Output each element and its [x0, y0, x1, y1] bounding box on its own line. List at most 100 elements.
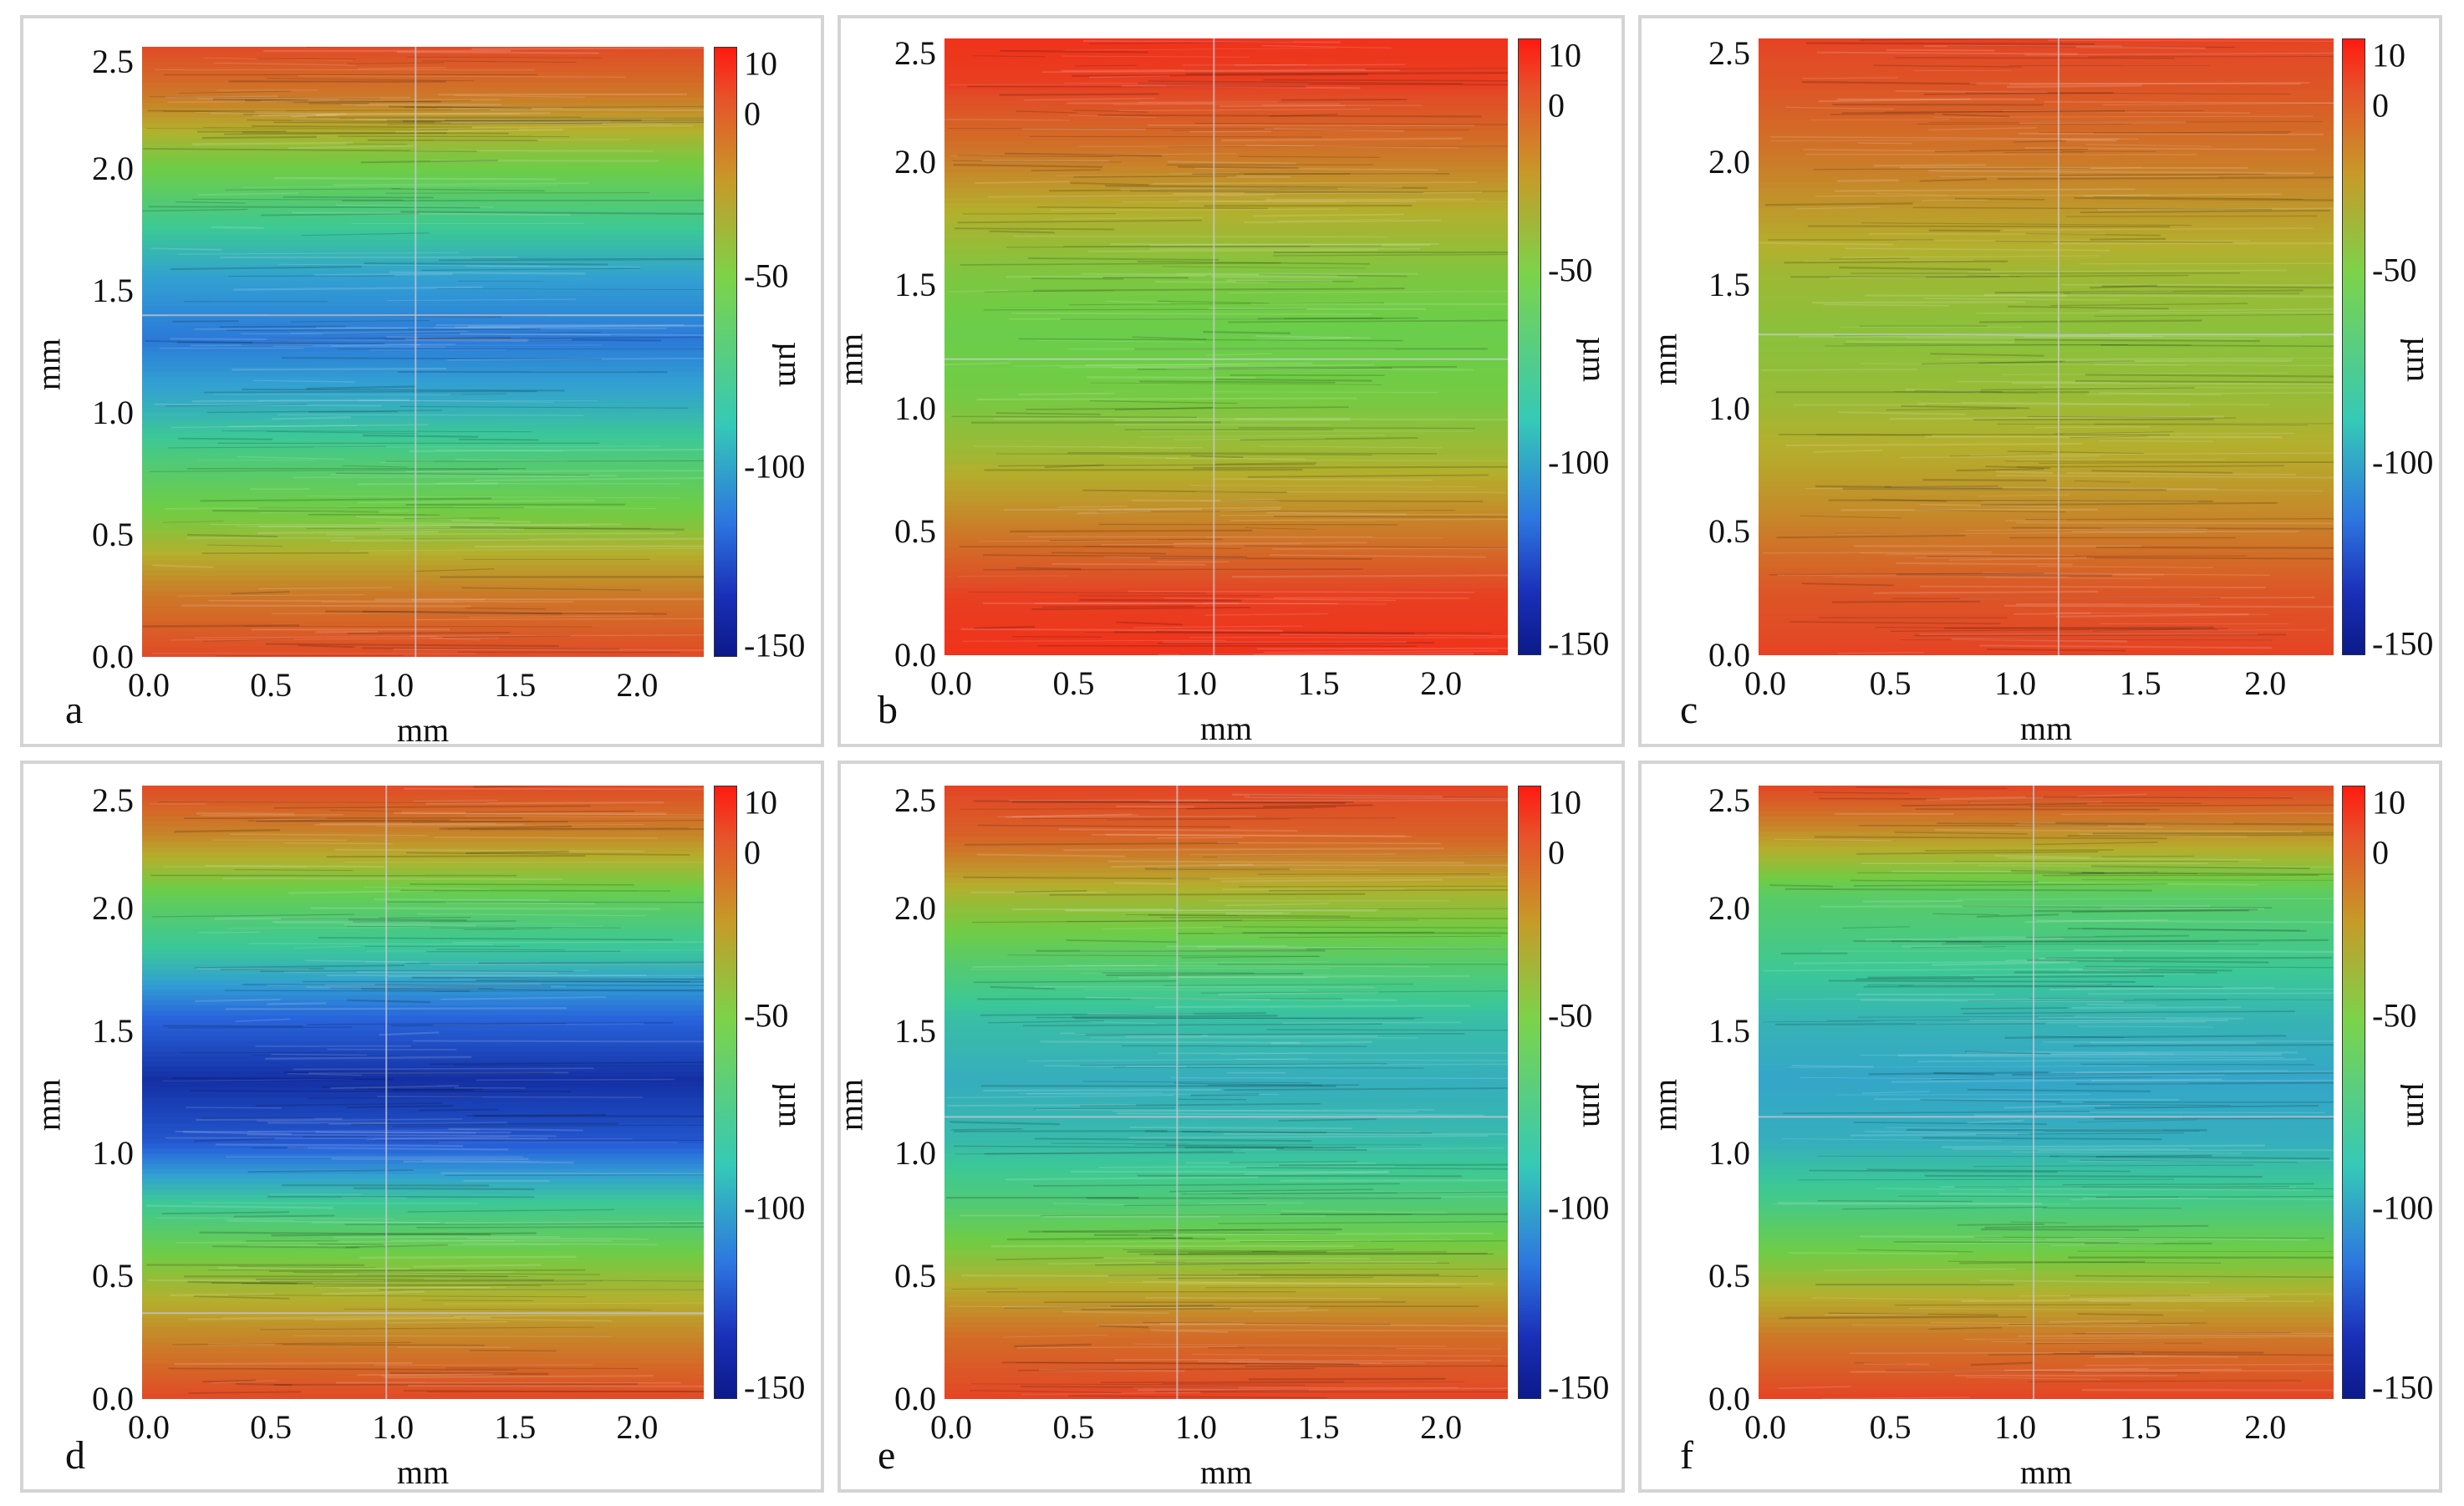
- depth-band: [1759, 1086, 2334, 1093]
- striation: [1769, 135, 2139, 140]
- depth-band: [142, 974, 704, 981]
- striation: [288, 889, 434, 894]
- depth-band: [1759, 577, 2334, 584]
- depth-band: [142, 964, 704, 970]
- striation: [952, 160, 1122, 163]
- depth-band: [944, 786, 1508, 791]
- striation: [1184, 68, 1508, 71]
- striation: [1843, 343, 2192, 346]
- striation: [1021, 1392, 1201, 1396]
- striation: [1107, 860, 1465, 864]
- striation: [236, 1382, 293, 1386]
- striation: [1928, 121, 2323, 123]
- striation: [200, 497, 492, 502]
- depth-band: [1759, 228, 2334, 235]
- depth-band: [142, 898, 704, 904]
- y-tick-label: 1.0: [1708, 1134, 1750, 1173]
- striation: [2060, 283, 2334, 287]
- striation: [1102, 926, 1244, 930]
- depth-band: [944, 125, 1508, 132]
- striation: [1121, 84, 1361, 89]
- striation: [1010, 529, 1253, 532]
- depth-band: [944, 990, 1508, 996]
- striation: [1213, 932, 1298, 935]
- depth-band: [944, 898, 1508, 904]
- striation: [432, 1023, 644, 1026]
- depth-band: [1759, 295, 2334, 302]
- striation: [1007, 954, 1320, 957]
- depth-band: [142, 1102, 704, 1108]
- depth-band: [1759, 811, 2334, 817]
- depth-band: [1759, 1230, 2334, 1236]
- striation: [268, 1269, 586, 1273]
- striation: [273, 121, 603, 125]
- y-axis-title: mm: [29, 1078, 68, 1131]
- depth-band: [142, 326, 704, 333]
- striation: [2067, 833, 2334, 837]
- depth-band: [142, 1250, 704, 1257]
- depth-band: [944, 796, 1508, 801]
- depth-band: [142, 1322, 704, 1328]
- striation: [1895, 90, 2048, 94]
- depth-band: [944, 1296, 1508, 1303]
- depth-band: [142, 801, 704, 807]
- depth-band: [1759, 1030, 2334, 1037]
- depth-band: [944, 290, 1508, 297]
- striation: [233, 286, 483, 291]
- depth-band: [142, 1086, 704, 1093]
- depth-band: [1759, 796, 2334, 801]
- striation: [344, 923, 476, 927]
- striation: [393, 649, 704, 651]
- depth-band: [944, 310, 1508, 317]
- striation: [1812, 1297, 1984, 1300]
- panel-letter: b: [878, 688, 898, 732]
- depth-band: [1759, 1347, 2334, 1354]
- striation: [266, 78, 475, 82]
- depth-band: [944, 506, 1508, 512]
- depth-band: [1759, 806, 2334, 812]
- depth-band: [142, 796, 704, 801]
- striation: [439, 825, 572, 830]
- depth-band: [944, 1086, 1508, 1093]
- striation: [1100, 1381, 1345, 1384]
- depth-band: [944, 419, 1508, 425]
- striation: [983, 554, 1247, 558]
- striation: [188, 1316, 491, 1320]
- depth-band: [142, 57, 704, 63]
- depth-band: [142, 826, 704, 832]
- panel-letter: a: [65, 688, 84, 732]
- striation: [962, 639, 1226, 642]
- depth-band: [142, 816, 704, 822]
- depth-band: [1759, 1066, 2334, 1073]
- depth-band: [944, 166, 1508, 173]
- striation: [330, 1085, 459, 1089]
- striation: [1003, 1305, 1214, 1309]
- striation: [972, 964, 1158, 968]
- depth-band: [1759, 1388, 2334, 1395]
- depth-band: [1759, 1184, 2334, 1190]
- striation: [143, 148, 477, 152]
- striation: [1897, 1053, 2282, 1057]
- striation: [304, 959, 420, 964]
- depth-band: [944, 207, 1508, 214]
- striation: [1827, 1018, 2166, 1021]
- striation: [171, 266, 362, 271]
- striation: [1240, 1147, 1504, 1151]
- striation: [1018, 338, 1403, 342]
- striation: [2088, 56, 2334, 58]
- striation: [1220, 878, 1443, 883]
- striation: [196, 1117, 343, 1121]
- striation: [1068, 114, 1157, 119]
- striation: [1934, 148, 2089, 153]
- striation: [470, 828, 704, 831]
- striation: [307, 1096, 483, 1099]
- depth-band: [1759, 197, 2334, 204]
- striation: [2069, 435, 2148, 439]
- striation: [1841, 110, 2125, 114]
- depth-band: [142, 484, 704, 490]
- striation: [401, 812, 704, 816]
- striation: [176, 341, 385, 345]
- striation: [1776, 534, 1966, 539]
- depth-band: [944, 331, 1508, 338]
- depth-band: [142, 1056, 704, 1062]
